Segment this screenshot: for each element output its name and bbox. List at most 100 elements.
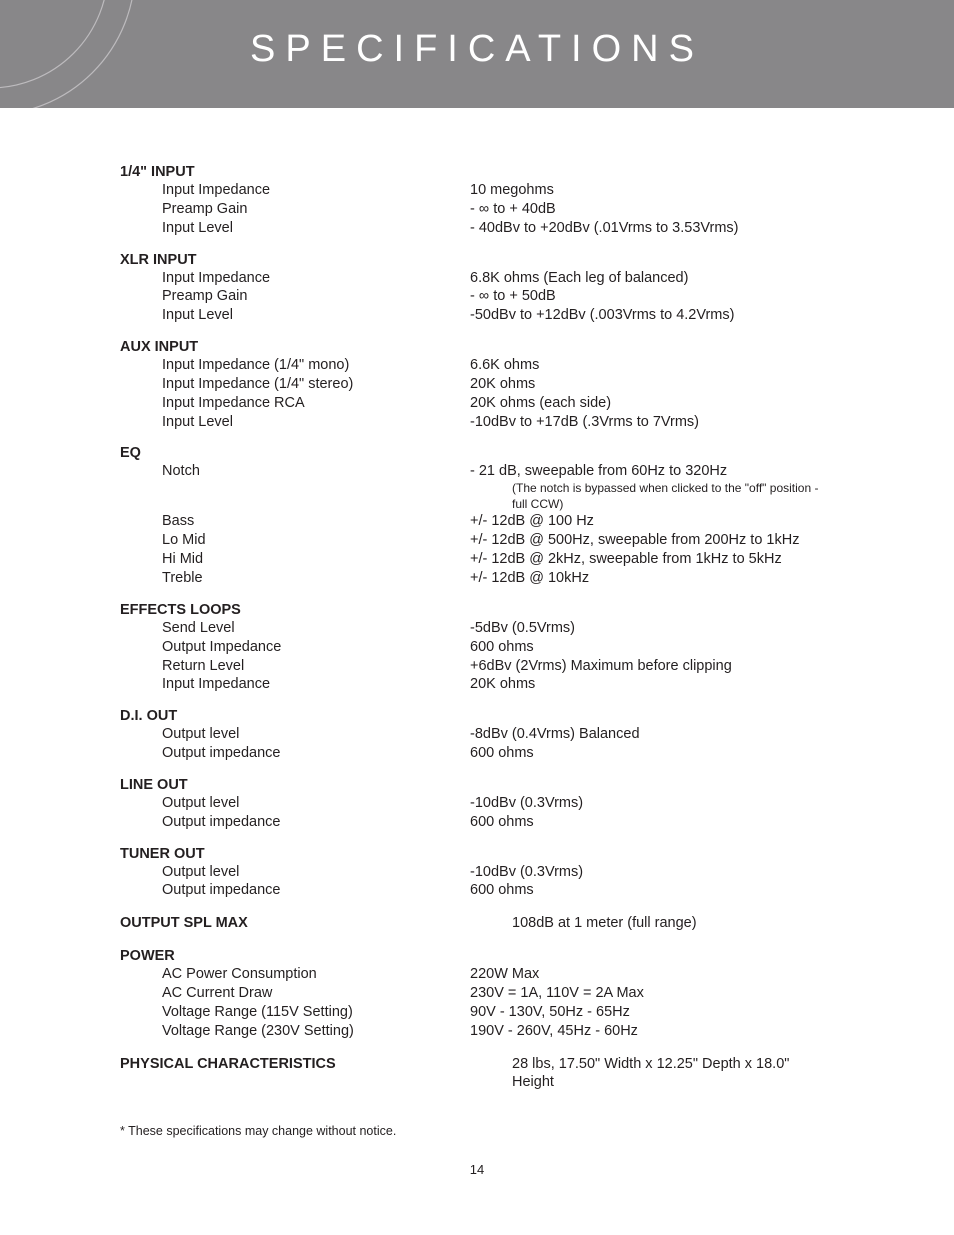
section-heading: EFFECTS LOOPS [120, 602, 834, 618]
eq-note: (The notch is bypassed when clicked to t… [120, 481, 834, 512]
spec-value: 600 ohms [470, 744, 834, 763]
spec-value: 6.6K ohms [470, 356, 834, 375]
spec-value: 600 ohms [470, 638, 834, 657]
spec-row: Input Level-50dBv to +12dBv (.003Vrms to… [120, 306, 834, 325]
footnote: * These specifications may change withou… [120, 1124, 834, 1138]
spec-value: 600 ohms [470, 813, 834, 832]
spec-label: Bass [120, 512, 470, 531]
spec-value: - ∞ to + 50dB [470, 287, 834, 306]
page-header: SPECIFICATIONS [0, 0, 954, 108]
section-heading: PHYSICAL CHARACTERISTICS [120, 1055, 512, 1074]
section-heading: D.I. OUT [120, 708, 834, 724]
spec-row: Input Impedance (1/4" mono)6.6K ohms [120, 356, 834, 375]
spec-row: Lo Mid+/- 12dB @ 500Hz, sweepable from 2… [120, 531, 834, 550]
section-heading: TUNER OUT [120, 846, 834, 862]
section-heading: AUX INPUT [120, 339, 834, 355]
section-aux-input: AUX INPUT Input Impedance (1/4" mono)6.6… [120, 339, 834, 431]
spec-value: -8dBv (0.4Vrms) Balanced [470, 725, 834, 744]
spec-label: Input Impedance [120, 675, 470, 694]
page-number: 14 [0, 1162, 954, 1197]
spec-label: Output impedance [120, 881, 470, 900]
spec-value: - ∞ to + 40dB [470, 200, 834, 219]
spec-value: -5dBv (0.5Vrms) [470, 619, 834, 638]
spec-value: 220W Max [470, 965, 834, 984]
spec-value: -50dBv to +12dBv (.003Vrms to 4.2Vrms) [470, 306, 834, 325]
spec-row: Preamp Gain- ∞ to + 40dB [120, 200, 834, 219]
spec-value: +/- 12dB @ 10kHz [470, 569, 834, 588]
spec-value: 90V - 130V, 50Hz - 65Hz [470, 1003, 834, 1022]
spec-row: Hi Mid+/- 12dB @ 2kHz, sweepable from 1k… [120, 550, 834, 569]
section-physical: PHYSICAL CHARACTERISTICS 28 lbs, 17.50" … [120, 1055, 834, 1093]
content-area: 1/4" INPUT Input Impedance10 megohms Pre… [0, 108, 954, 1148]
spec-label: Hi Mid [120, 550, 470, 569]
spec-label: Output level [120, 863, 470, 882]
spec-row: Input Impedance RCA20K ohms (each side) [120, 394, 834, 413]
spec-row: Input Impedance10 megohms [120, 181, 834, 200]
section-tuner-out: TUNER OUT Output level-10dBv (0.3Vrms) O… [120, 846, 834, 901]
spec-label: AC Power Consumption [120, 965, 470, 984]
spec-label: Lo Mid [120, 531, 470, 550]
section-quarter-input: 1/4" INPUT Input Impedance10 megohms Pre… [120, 164, 834, 238]
spec-label: Preamp Gain [120, 200, 470, 219]
spec-label: Output impedance [120, 813, 470, 832]
spec-value: 10 megohms [470, 181, 834, 200]
spec-label: Return Level [120, 657, 470, 676]
spec-row: AC Power Consumption220W Max [120, 965, 834, 984]
spec-row: Return Level+6dBv (2Vrms) Maximum before… [120, 657, 834, 676]
spec-value: -10dBv (0.3Vrms) [470, 863, 834, 882]
spec-row: Input Level- 40dBv to +20dBv (.01Vrms to… [120, 219, 834, 238]
spec-label: Input Impedance (1/4" stereo) [120, 375, 470, 394]
spec-row: Output impedance600 ohms [120, 744, 834, 763]
spec-label: Voltage Range (230V Setting) [120, 1022, 470, 1041]
section-output-spl: OUTPUT SPL MAX 108dB at 1 meter (full ra… [120, 914, 834, 934]
spec-row: AC Current Draw230V = 1A, 110V = 2A Max [120, 984, 834, 1003]
section-effects-loops: EFFECTS LOOPS Send Level-5dBv (0.5Vrms) … [120, 602, 834, 694]
spec-row: Output level-8dBv (0.4Vrms) Balanced [120, 725, 834, 744]
spec-row: Output Impedance600 ohms [120, 638, 834, 657]
section-line-out: LINE OUT Output level-10dBv (0.3Vrms) Ou… [120, 777, 834, 832]
spec-row: Output impedance600 ohms [120, 813, 834, 832]
spec-label: AC Current Draw [120, 984, 470, 1003]
section-heading: XLR INPUT [120, 252, 834, 268]
section-heading: 1/4" INPUT [120, 164, 834, 180]
section-heading: OUTPUT SPL MAX [120, 914, 512, 933]
spec-value: +6dBv (2Vrms) Maximum before clipping [470, 657, 834, 676]
spec-value: 28 lbs, 17.50" Width x 12.25" Depth x 18… [512, 1055, 834, 1093]
page-title: SPECIFICATIONS [0, 28, 954, 71]
spec-value: 600 ohms [470, 881, 834, 900]
spec-value: 20K ohms (each side) [470, 394, 834, 413]
spec-label: Input Level [120, 306, 470, 325]
spec-row: Input Level-10dBv to +17dB (.3Vrms to 7V… [120, 413, 834, 432]
spec-row: Voltage Range (115V Setting)90V - 130V, … [120, 1003, 834, 1022]
spec-row: Notch- 21 dB, sweepable from 60Hz to 320… [120, 462, 834, 481]
spec-label: Input Impedance [120, 269, 470, 288]
spec-row: Voltage Range (230V Setting)190V - 260V,… [120, 1022, 834, 1041]
spec-value: 20K ohms [470, 375, 834, 394]
spec-label: Input Level [120, 413, 470, 432]
spec-row: Input Impedance6.8K ohms (Each leg of ba… [120, 269, 834, 288]
section-heading: POWER [120, 948, 834, 964]
spec-row: Output level-10dBv (0.3Vrms) [120, 863, 834, 882]
spec-value: 20K ohms [470, 675, 834, 694]
spec-value: -10dBv (0.3Vrms) [470, 794, 834, 813]
spec-row: Output impedance600 ohms [120, 881, 834, 900]
spec-label: Output Impedance [120, 638, 470, 657]
spec-row: Treble+/- 12dB @ 10kHz [120, 569, 834, 588]
section-heading: LINE OUT [120, 777, 834, 793]
spec-value: 190V - 260V, 45Hz - 60Hz [470, 1022, 834, 1041]
spec-label: Send Level [120, 619, 470, 638]
spec-row: Bass+/- 12dB @ 100 Hz [120, 512, 834, 531]
section-di-out: D.I. OUT Output level-8dBv (0.4Vrms) Bal… [120, 708, 834, 763]
spec-value: -10dBv to +17dB (.3Vrms to 7Vrms) [470, 413, 834, 432]
spec-row: Input Impedance20K ohms [120, 675, 834, 694]
spec-value: 6.8K ohms (Each leg of balanced) [470, 269, 834, 288]
spec-value: 108dB at 1 meter (full range) [512, 914, 834, 933]
spec-label: Input Impedance [120, 181, 470, 200]
spec-row: Send Level-5dBv (0.5Vrms) [120, 619, 834, 638]
spec-label: Input Impedance (1/4" mono) [120, 356, 470, 375]
section-eq: EQ Notch- 21 dB, sweepable from 60Hz to … [120, 445, 834, 587]
section-xlr-input: XLR INPUT Input Impedance6.8K ohms (Each… [120, 252, 834, 326]
spec-label: Output impedance [120, 744, 470, 763]
spec-value: - 21 dB, sweepable from 60Hz to 320Hz [470, 462, 834, 481]
spec-row: Input Impedance (1/4" stereo)20K ohms [120, 375, 834, 394]
